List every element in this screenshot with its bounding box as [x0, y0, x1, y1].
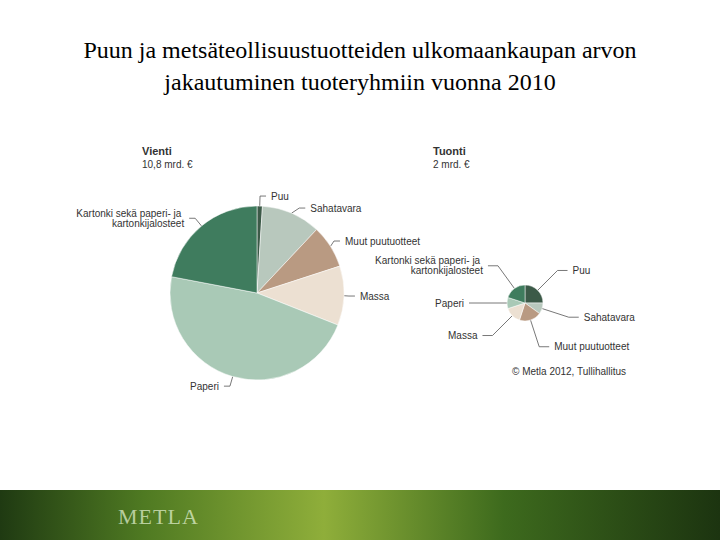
- svg-text:Puu: Puu: [271, 191, 289, 202]
- svg-text:Tuonti: Tuonti: [433, 145, 466, 157]
- svg-text:Paperi: Paperi: [190, 381, 219, 392]
- svg-text:Sahatavara: Sahatavara: [584, 312, 636, 323]
- svg-text:Massa: Massa: [360, 291, 390, 302]
- svg-text:Puu: Puu: [573, 265, 591, 276]
- svg-text:© Metla 2012, Tullihallitus: © Metla 2012, Tullihallitus: [512, 366, 626, 377]
- svg-text:Massa: Massa: [448, 330, 478, 341]
- svg-text:Kartonki sekä paperi- ja: Kartonki sekä paperi- ja: [375, 255, 483, 267]
- svg-text:Muut puutuotteet: Muut puutuotteet: [345, 236, 420, 247]
- svg-text:2 mrd. €: 2 mrd. €: [433, 159, 470, 170]
- html-text:Puun ja metsäteollisuustuottei: Puun ja metsäteollisuustuotteiden ulkoma…: [83, 37, 637, 95]
- html-text:METLA: METLA: [118, 504, 199, 529]
- svg-text:Sahatavara: Sahatavara: [310, 203, 362, 214]
- svg-text:Vienti: Vienti: [142, 145, 172, 157]
- svg-text:Muut puutuotteet: Muut puutuotteet: [554, 341, 629, 352]
- svg-text:kartonkijalosteet: kartonkijalosteet: [112, 218, 184, 229]
- svg-text:Paperi: Paperi: [435, 298, 464, 309]
- svg-text:10,8 mrd. €: 10,8 mrd. €: [142, 159, 193, 170]
- svg-text:Kartonki sekä paperi- ja: Kartonki sekä paperi- ja: [76, 207, 185, 219]
- svg-text:kartonkijalosteet: kartonkijalosteet: [411, 265, 483, 276]
